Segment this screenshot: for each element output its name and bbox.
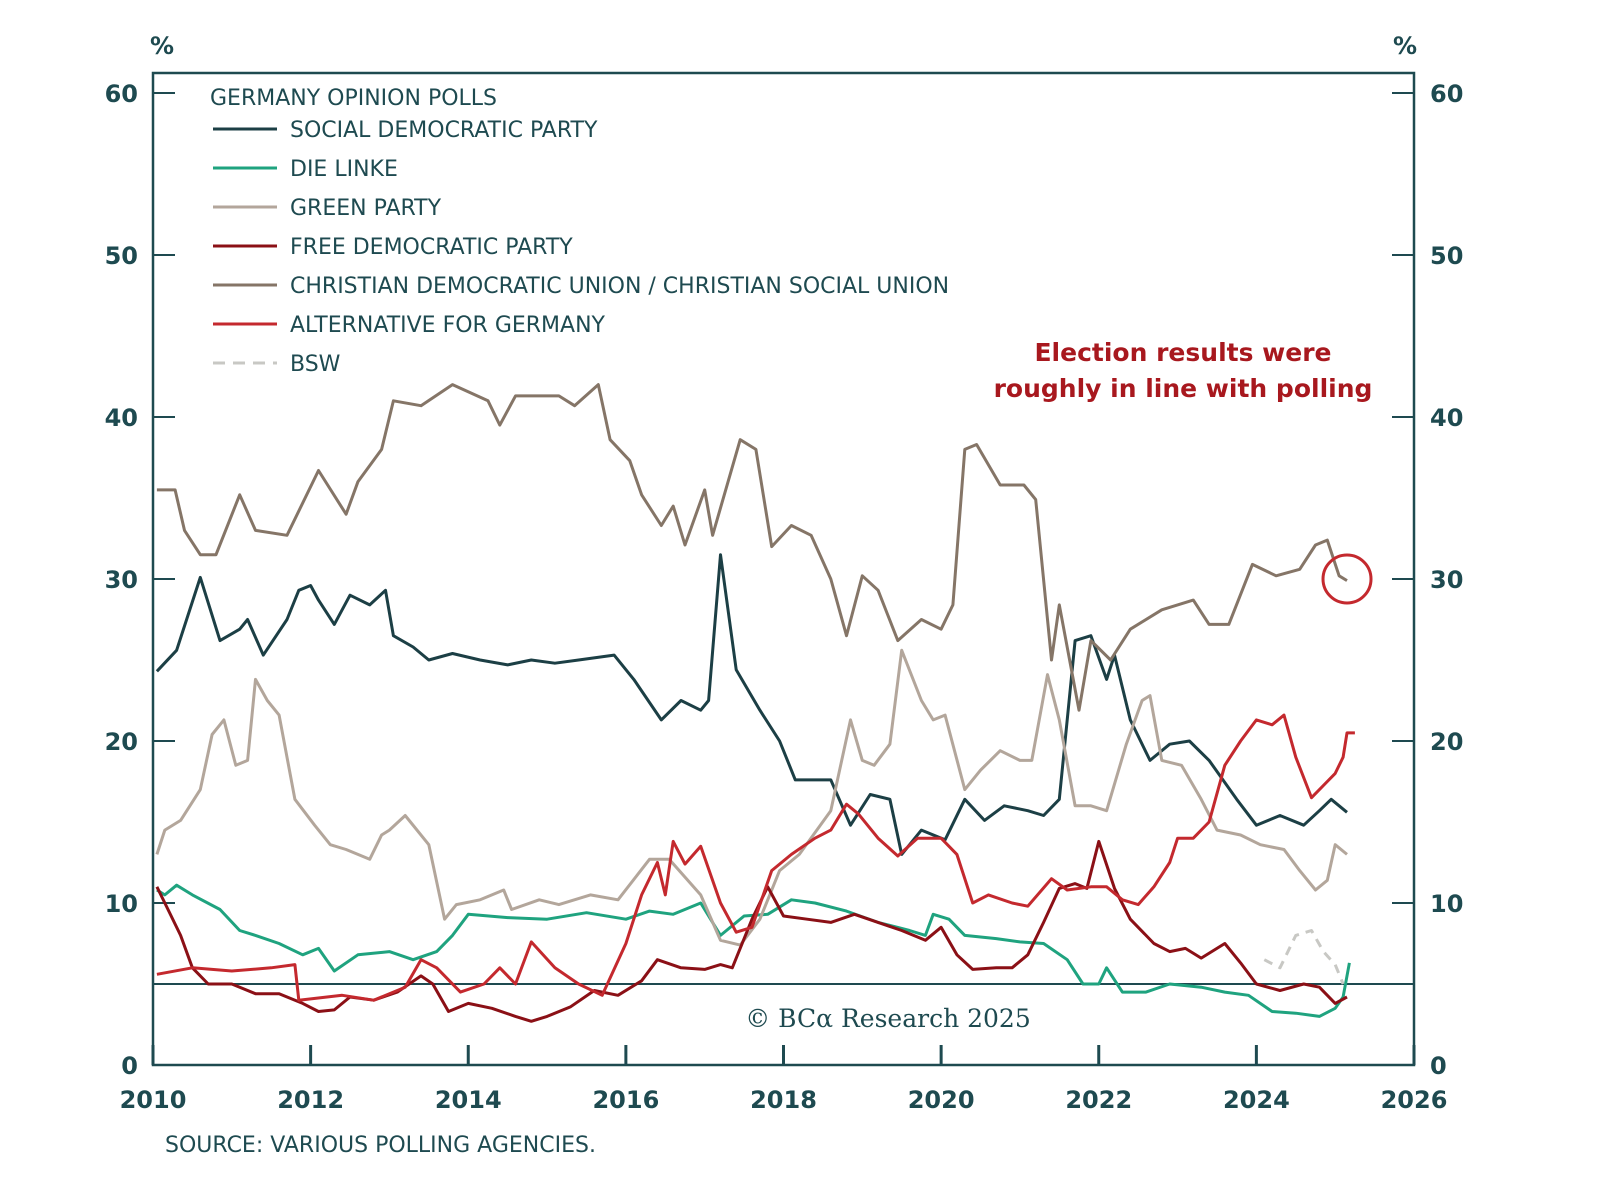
right-axis-unit: % <box>1393 32 1417 60</box>
y-tick-label-right: 30 <box>1430 566 1463 594</box>
series-line-green-party <box>155 648 1348 947</box>
series-line-bsw <box>1263 929 1345 985</box>
y-tick-label-left: 50 <box>105 242 138 270</box>
legend-label: GREEN PARTY <box>290 196 442 221</box>
x-tick-label: 2016 <box>592 1086 659 1114</box>
y-tick-label-left: 30 <box>105 566 138 594</box>
series-line-free-democratic-party <box>155 839 1348 1023</box>
series-line-christian-democratic-union-christian-social-union <box>156 383 1348 712</box>
y-tick-label-right: 60 <box>1430 80 1463 108</box>
annotation-line-2: roughly in line with polling <box>994 374 1373 403</box>
series-line-social-democratic-party <box>155 553 1348 856</box>
x-tick-label: 2026 <box>1381 1086 1448 1114</box>
annotation-line-1: Election results were <box>1034 338 1331 367</box>
legend-label: BSW <box>290 352 341 377</box>
y-tick-label-right: 40 <box>1430 404 1463 432</box>
y-tick-label-right: 0 <box>1430 1052 1447 1080</box>
legend-label: SOCIAL DEMOCRATIC PARTY <box>290 118 598 143</box>
x-tick-label: 2020 <box>908 1086 975 1114</box>
y-tick-label-left: 20 <box>105 728 138 756</box>
y-tick-label-left: 40 <box>105 404 138 432</box>
y-tick-label-right: 10 <box>1430 890 1463 918</box>
legend-label: FREE DEMOCRATIC PARTY <box>290 235 573 260</box>
chart-title: GERMANY OPINION POLLS <box>210 86 497 111</box>
x-tick-label: 2012 <box>277 1086 344 1114</box>
left-axis-unit: % <box>150 32 174 60</box>
series-line-alternative-for-germany <box>156 713 1355 1002</box>
annotation-circle <box>1321 553 1373 605</box>
x-tick-label: 2018 <box>750 1086 817 1114</box>
y-tick-label-left: 10 <box>105 890 138 918</box>
x-tick-label: 2022 <box>1065 1086 1132 1114</box>
source-note: SOURCE: VARIOUS POLLING AGENCIES. <box>165 1133 596 1158</box>
x-tick-label: 2024 <box>1223 1086 1290 1114</box>
series-lines <box>155 383 1355 1023</box>
legend: SOCIAL DEMOCRATIC PARTY DIE LINKE GREEN PA… <box>213 118 949 377</box>
y-tick-label-right: 50 <box>1430 242 1463 270</box>
legend-label: ALTERNATIVE FOR GERMANY <box>290 313 606 338</box>
x-tick-label: 2010 <box>120 1086 187 1114</box>
x-tick-label: 2014 <box>435 1086 502 1114</box>
y-tick-label-right: 20 <box>1430 728 1463 756</box>
watermark: © BCα Research 2025 <box>745 1004 1031 1033</box>
legend-label: CHRISTIAN DEMOCRATIC UNION / CHRISTIAN S… <box>290 274 949 299</box>
series-line-die-linke <box>156 883 1351 1018</box>
y-tick-label-left: 0 <box>121 1052 138 1080</box>
y-tick-label-left: 60 <box>105 80 138 108</box>
legend-label: DIE LINKE <box>290 157 398 182</box>
